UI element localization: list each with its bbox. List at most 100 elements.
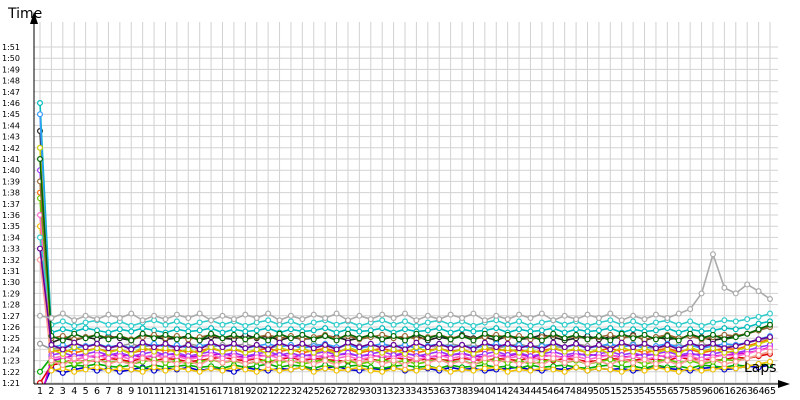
y-tick-label: 1:23 <box>2 357 20 366</box>
x-tick-label: 6 <box>94 386 100 397</box>
data-point <box>538 346 545 353</box>
data-point <box>527 341 534 348</box>
x-tick-label: 29 <box>353 386 365 397</box>
data-point <box>766 296 773 303</box>
data-point <box>675 321 682 328</box>
x-tick-label: 42 <box>502 386 514 397</box>
data-point <box>618 317 625 324</box>
data-point <box>36 99 43 106</box>
data-point <box>94 340 101 347</box>
data-point <box>744 363 751 370</box>
data-point <box>333 346 340 353</box>
x-tick-label: 37 <box>445 386 457 397</box>
data-point <box>436 340 443 347</box>
data-point <box>265 317 272 324</box>
y-tick-label: 1:39 <box>2 177 20 186</box>
y-tick-label: 1:38 <box>2 189 20 198</box>
data-point <box>173 336 180 343</box>
data-point <box>538 319 545 326</box>
data-point <box>550 330 557 337</box>
data-point <box>116 341 123 348</box>
data-point <box>595 341 602 348</box>
y-tick-label: 1:26 <box>2 323 20 332</box>
data-point <box>607 317 614 324</box>
data-point <box>447 345 454 352</box>
data-point <box>185 322 192 329</box>
x-tick-label: 3 <box>60 386 66 397</box>
x-tick-label: 17 <box>216 386 228 397</box>
x-tick-label: 47 <box>559 386 571 397</box>
data-point <box>447 311 454 318</box>
data-point <box>630 335 637 342</box>
x-tick-label: 32 <box>388 386 400 397</box>
data-point <box>36 234 43 241</box>
data-point <box>344 339 351 346</box>
data-point <box>675 329 682 336</box>
data-point <box>459 341 466 348</box>
data-point <box>344 366 351 373</box>
x-tick-label: 43 <box>513 386 525 397</box>
y-axis-title: Time <box>7 6 42 22</box>
data-point <box>538 327 545 334</box>
x-tick-label: 48 <box>570 386 582 397</box>
x-tick-label: 52 <box>616 386 628 397</box>
data-point <box>48 341 55 348</box>
data-point <box>356 312 363 319</box>
data-point <box>105 321 112 328</box>
y-tick-labels: 1:21 1:22 1:23 1:24 1:25 1:26 1:27 1:28 1:29 1:30… <box>2 43 20 388</box>
data-point <box>128 362 135 369</box>
data-point <box>128 322 135 329</box>
data-point <box>36 156 43 163</box>
x-tick-label: 12 <box>159 386 171 397</box>
data-point <box>607 310 614 317</box>
y-tick-label: 1:32 <box>2 256 20 265</box>
data-point <box>481 330 488 337</box>
data-point <box>470 337 477 344</box>
data-point <box>242 328 249 335</box>
data-point <box>413 355 420 362</box>
data-point <box>721 360 728 367</box>
data-point <box>253 315 260 322</box>
data-point <box>36 340 43 347</box>
data-point <box>675 362 682 369</box>
data-point <box>481 365 488 372</box>
data-point <box>390 315 397 322</box>
data-point <box>82 366 89 373</box>
data-point <box>116 357 123 364</box>
y-axis-arrow-icon <box>30 12 38 24</box>
y-tick-label: 1:46 <box>2 99 20 108</box>
data-point <box>766 310 773 317</box>
data-point <box>698 328 705 335</box>
data-point <box>504 368 511 375</box>
data-point <box>379 325 386 332</box>
data-point <box>573 340 580 347</box>
data-point <box>310 345 317 352</box>
data-point <box>390 332 397 339</box>
data-point <box>607 346 614 353</box>
data-point <box>709 319 716 326</box>
data-point <box>196 362 203 369</box>
y-tick-label: 1:31 <box>2 267 20 276</box>
data-point <box>379 317 386 324</box>
data-point <box>721 345 728 352</box>
data-point <box>36 368 43 375</box>
data-point <box>185 366 192 373</box>
data-point <box>276 317 283 324</box>
data-point <box>618 330 625 337</box>
data-point <box>413 322 420 329</box>
data-point <box>516 336 523 343</box>
data-point <box>105 329 112 336</box>
data-point <box>230 316 237 323</box>
data-point <box>413 339 420 346</box>
y-tick-label: 1:36 <box>2 211 20 220</box>
data-point <box>36 312 43 319</box>
data-point <box>242 311 249 318</box>
data-point <box>481 355 488 362</box>
data-point <box>550 355 557 362</box>
series-8 <box>36 99 773 336</box>
data-point <box>139 339 146 346</box>
data-point <box>573 331 580 338</box>
data-point <box>766 334 773 341</box>
data-point <box>105 355 112 362</box>
data-point <box>82 325 89 332</box>
